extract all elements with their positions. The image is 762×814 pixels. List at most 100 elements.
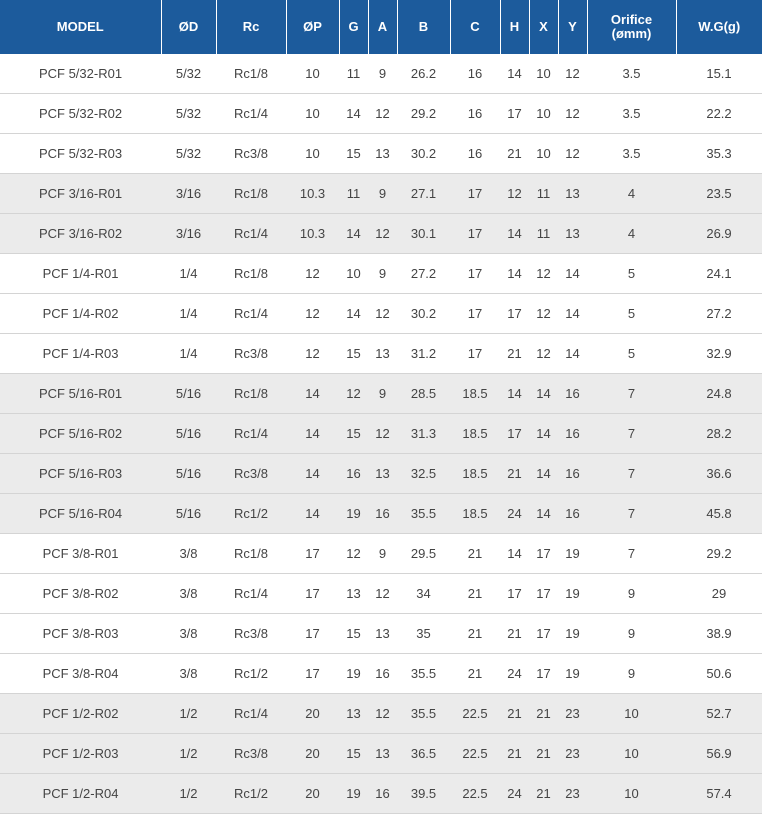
cell-g: 15 — [339, 733, 368, 774]
cell-c: 22.5 — [450, 733, 500, 774]
cell-y: 19 — [558, 653, 587, 694]
cell-od: 3/8 — [161, 573, 216, 614]
cell-b: 34 — [397, 573, 450, 614]
cell-weight: 28.2 — [676, 413, 762, 454]
header-y: Y — [558, 0, 588, 54]
cell-model: PCF 3/16-R01 — [0, 173, 161, 214]
cell-x: 11 — [529, 213, 558, 254]
cell-x: 12 — [529, 293, 558, 334]
cell-y: 16 — [558, 493, 587, 534]
cell-c: 18.5 — [450, 413, 500, 454]
cell-model: PCF 5/16-R02 — [0, 413, 161, 454]
cell-c: 21 — [450, 533, 500, 574]
cell-orifice: 5 — [587, 253, 676, 294]
cell-op: 12 — [286, 253, 339, 294]
cell-orifice: 4 — [587, 173, 676, 214]
header-g: G — [339, 0, 369, 54]
cell-c: 18.5 — [450, 493, 500, 534]
cell-a: 13 — [368, 733, 397, 774]
cell-g: 12 — [339, 373, 368, 414]
cell-a: 13 — [368, 613, 397, 654]
cell-y: 23 — [558, 773, 587, 814]
cell-od: 3/16 — [161, 213, 216, 254]
cell-weight: 57.4 — [676, 773, 762, 814]
cell-y: 14 — [558, 293, 587, 334]
cell-model: PCF 5/32-R03 — [0, 133, 161, 174]
cell-y: 13 — [558, 213, 587, 254]
cell-weight: 45.8 — [676, 493, 762, 534]
cell-h: 24 — [500, 653, 529, 694]
cell-weight: 35.3 — [676, 133, 762, 174]
cell-h: 24 — [500, 493, 529, 534]
cell-b: 31.3 — [397, 413, 450, 454]
cell-weight: 26.9 — [676, 213, 762, 254]
cell-model: PCF 5/16-R04 — [0, 493, 161, 534]
cell-op: 20 — [286, 773, 339, 814]
cell-g: 10 — [339, 253, 368, 294]
cell-a: 16 — [368, 493, 397, 534]
cell-h: 21 — [500, 453, 529, 494]
cell-y: 13 — [558, 173, 587, 214]
table-row: PCF 5/16-R01 5/16 Rc1/8 14 12 9 28.5 18.5 14 14 16… — [0, 373, 762, 414]
cell-od: 5/32 — [161, 133, 216, 174]
cell-h: 17 — [500, 413, 529, 454]
cell-a: 9 — [368, 54, 397, 94]
cell-c: 21 — [450, 653, 500, 694]
cell-b: 39.5 — [397, 773, 450, 814]
cell-model: PCF 3/8-R02 — [0, 573, 161, 614]
cell-weight: 24.8 — [676, 373, 762, 414]
header-x: X — [529, 0, 559, 54]
cell-model: PCF 1/2-R04 — [0, 773, 161, 814]
cell-g: 13 — [339, 693, 368, 734]
cell-c: 16 — [450, 93, 500, 134]
cell-y: 19 — [558, 533, 587, 574]
header-b: B — [397, 0, 451, 54]
cell-a: 12 — [368, 213, 397, 254]
cell-x: 21 — [529, 693, 558, 734]
table-row: PCF 1/4-R03 1/4 Rc3/8 12 15 13 31.2 17 21 12 14 5 32… — [0, 333, 762, 374]
cell-x: 17 — [529, 613, 558, 654]
cell-h: 14 — [500, 533, 529, 574]
cell-op: 14 — [286, 493, 339, 534]
cell-g: 19 — [339, 773, 368, 814]
cell-model: PCF 5/16-R03 — [0, 453, 161, 494]
cell-c: 17 — [450, 293, 500, 334]
header-h: H — [500, 0, 530, 54]
cell-weight: 29 — [676, 573, 762, 614]
cell-rc: Rc1/4 — [216, 413, 286, 454]
cell-b: 35.5 — [397, 493, 450, 534]
cell-g: 15 — [339, 333, 368, 374]
header-model: MODEL — [0, 0, 162, 54]
cell-x: 14 — [529, 453, 558, 494]
cell-weight: 23.5 — [676, 173, 762, 214]
cell-h: 21 — [500, 133, 529, 174]
cell-x: 10 — [529, 133, 558, 174]
cell-op: 10.3 — [286, 173, 339, 214]
cell-x: 17 — [529, 533, 558, 574]
cell-c: 17 — [450, 173, 500, 214]
table-row: PCF 5/16-R02 5/16 Rc1/4 14 15 12 31.3 18.5 17 14 1… — [0, 413, 762, 454]
cell-op: 17 — [286, 573, 339, 614]
header-orifice: Orifice (ømm) — [587, 0, 677, 54]
cell-x: 21 — [529, 773, 558, 814]
cell-h: 24 — [500, 773, 529, 814]
cell-orifice: 4 — [587, 213, 676, 254]
cell-rc: Rc1/2 — [216, 493, 286, 534]
table-row: PCF 1/4-R01 1/4 Rc1/8 12 10 9 27.2 17 14 12 14 5 24.… — [0, 253, 762, 294]
cell-orifice: 10 — [587, 773, 676, 814]
cell-od: 1/2 — [161, 733, 216, 774]
cell-a: 12 — [368, 693, 397, 734]
cell-orifice: 9 — [587, 573, 676, 614]
cell-rc: Rc1/4 — [216, 573, 286, 614]
cell-model: PCF 3/8-R04 — [0, 653, 161, 694]
cell-rc: Rc1/8 — [216, 54, 286, 94]
cell-model: PCF 3/8-R03 — [0, 613, 161, 654]
cell-c: 21 — [450, 573, 500, 614]
cell-od: 5/16 — [161, 453, 216, 494]
cell-x: 17 — [529, 573, 558, 614]
cell-g: 16 — [339, 453, 368, 494]
cell-y: 19 — [558, 573, 587, 614]
cell-od: 1/4 — [161, 253, 216, 294]
cell-c: 18.5 — [450, 373, 500, 414]
cell-model: PCF 1/4-R03 — [0, 333, 161, 374]
